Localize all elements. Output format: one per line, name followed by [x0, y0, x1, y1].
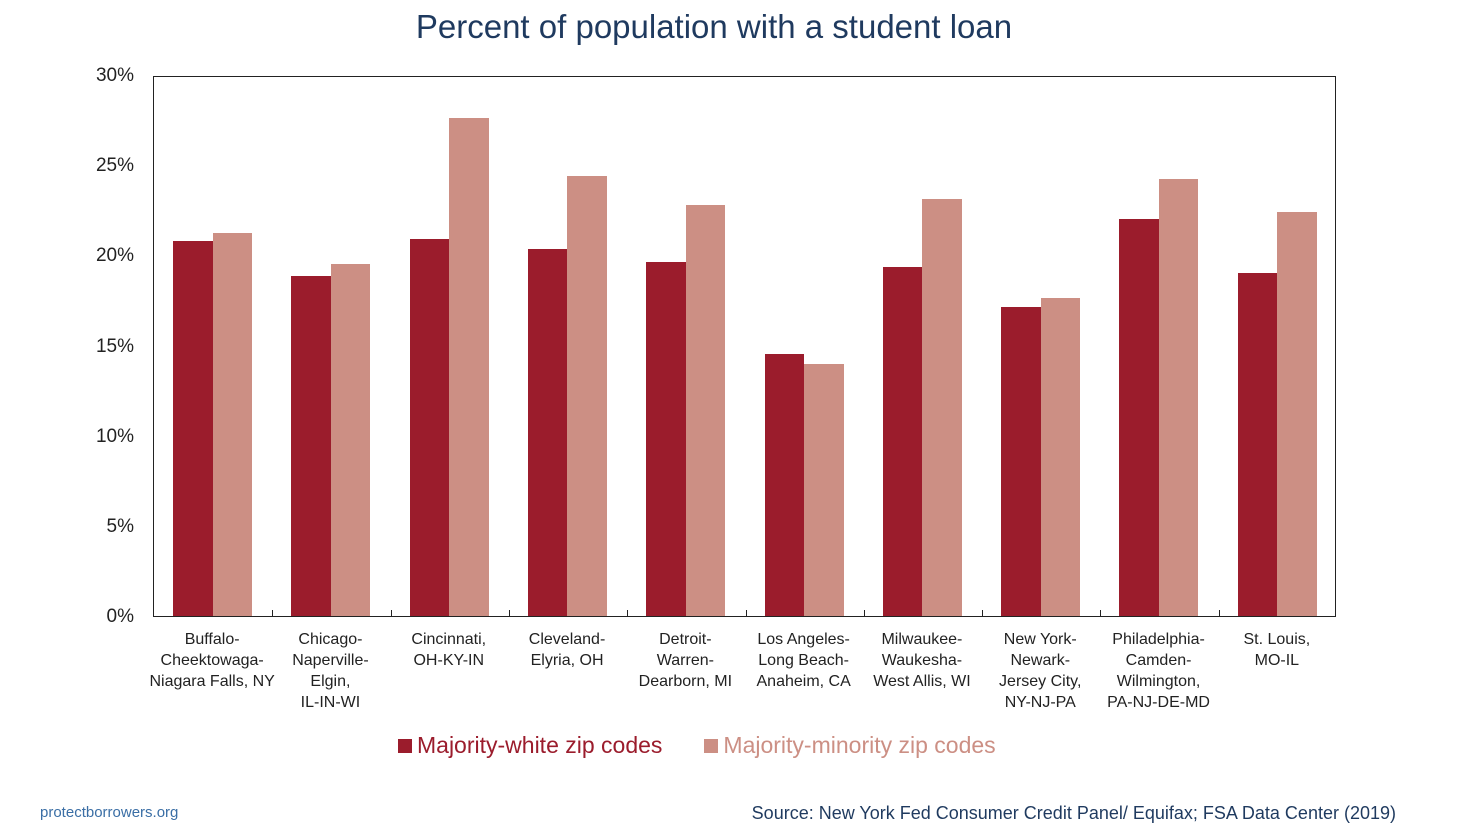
bar-majority-minority	[804, 364, 844, 616]
bar-majority-minority	[1158, 179, 1199, 616]
bar-majority-white	[1237, 272, 1278, 616]
legend-swatch-icon	[704, 738, 719, 753]
bar-majority-white	[527, 249, 568, 616]
bar-majority-white	[173, 240, 213, 616]
x-tick	[1218, 610, 1220, 616]
x-tick	[982, 610, 984, 616]
y-tick-label: 0%	[106, 606, 134, 627]
source-note: Source: New York Fed Consumer Credit Pan…	[751, 803, 1396, 823]
bar-majority-white	[646, 262, 686, 616]
x-category-label: Philadelphia- Camden- Wilmington, PA-NJ-…	[1107, 631, 1210, 711]
x-category-label: Buffalo- Cheektowaga- Niagara Falls, NY	[149, 631, 275, 690]
legend-label: Majority-white zip codes	[417, 732, 663, 758]
plot-area	[153, 76, 1336, 617]
bar-majority-white	[1119, 218, 1159, 616]
x-tick	[627, 610, 629, 616]
y-tick-label: 15%	[95, 335, 134, 357]
bar-majority-white	[882, 267, 923, 616]
x-category-label: St. Louis, MO-IL	[1243, 631, 1311, 669]
x-tick	[863, 610, 865, 616]
site-link[interactable]: protectborrowers.org	[40, 804, 179, 821]
x-tick	[508, 610, 510, 616]
x-category-label: Milwaukee- Waukesha- West Allis, WI	[873, 631, 971, 690]
bar-majority-minority	[567, 175, 607, 616]
chart-title: Percent of population with a student loa…	[415, 8, 1013, 45]
x-category-label: Chicago- Naperville- Elgin, IL-IN-WI	[292, 631, 369, 711]
bar-majority-minority	[330, 263, 371, 616]
x-category-label: Detroit- Warren- Dearborn, MI	[638, 631, 733, 690]
legend-swatch-icon	[398, 738, 412, 753]
y-tick-label: 30%	[95, 65, 134, 86]
bar-majority-white	[1001, 306, 1041, 616]
x-tick	[272, 610, 274, 616]
x-category-label: Cincinnati, OH-KY-IN	[411, 631, 487, 669]
bar-majority-white	[764, 353, 804, 616]
x-tick	[1100, 610, 1102, 616]
y-tick-label: 5%	[106, 515, 134, 537]
y-tick-label: 25%	[95, 155, 134, 177]
legend: Majority-white zip codes Majority-minorit…	[398, 732, 1038, 759]
bar-majority-minority	[685, 204, 726, 616]
x-category-label: Los Angeles- Long Beach- Anaheim, CA	[756, 631, 851, 690]
bar-majority-white	[291, 276, 331, 616]
legend-label: Majority-minority zip codes	[723, 732, 996, 758]
x-tick	[390, 610, 392, 616]
bar-majority-minority	[1040, 298, 1081, 616]
legend-item-majority-minority: Majority-minority zip codes	[704, 732, 996, 759]
bar-majority-minority	[449, 118, 489, 616]
x-category-label: Cleveland- Elyria, OH	[528, 631, 606, 669]
bar-majority-minority	[212, 233, 252, 616]
y-tick-label: 20%	[95, 245, 134, 267]
x-tick	[745, 610, 747, 616]
bar-majority-minority	[922, 199, 962, 616]
bar-majority-white	[409, 238, 450, 616]
x-category-label: New York- Newark- Jersey City, NY-NJ-PA	[999, 631, 1082, 711]
bar-majority-minority	[1277, 211, 1317, 616]
y-tick-label: 10%	[95, 425, 134, 447]
legend-item-majority-white: Majority-white zip codes	[398, 732, 662, 759]
